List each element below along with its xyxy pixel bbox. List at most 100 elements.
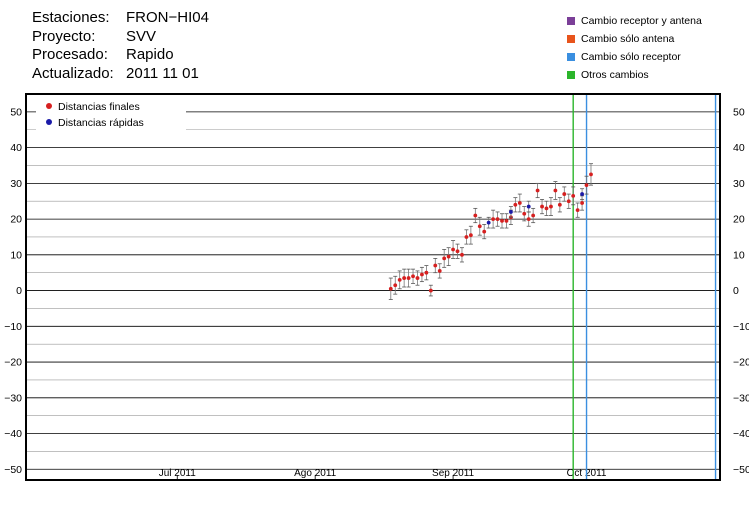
legend-label: Otros cambios (581, 69, 649, 81)
plot-frame (25, 93, 721, 481)
data-point (504, 218, 509, 223)
change-legend-item: Otros cambios (567, 66, 702, 84)
legend-swatch (567, 53, 575, 61)
y-tick-label-left: 20 (10, 214, 22, 226)
processed-value: Rapido (126, 46, 174, 63)
y-tick-label-right: 50 (733, 106, 745, 118)
data-point (580, 201, 584, 205)
data-point (464, 235, 469, 239)
series-legend: Distancias finales Distancias rápidas (36, 98, 186, 132)
x-tick-label: Ago 2011 (294, 468, 337, 479)
data-point (575, 208, 580, 213)
data-point (553, 188, 558, 193)
updated-row: Actualizado: 2011 11 01 (32, 65, 209, 84)
data-point (482, 229, 487, 234)
y-tick-label-right: 30 (733, 178, 745, 190)
data-point (571, 193, 576, 198)
stations-value: FRON−HI04 (126, 9, 209, 26)
data-point (460, 252, 464, 257)
data-point (513, 202, 518, 207)
data-point (424, 270, 429, 275)
y-tick-label-left: −40 (4, 428, 22, 440)
processed-row: Procesado: Rapido (32, 46, 209, 65)
y-tick-label-right: 40 (733, 142, 745, 154)
data-point (526, 217, 531, 221)
stations-label: Estaciones: (32, 9, 110, 26)
legend-swatch (567, 35, 575, 43)
data-point (397, 277, 402, 282)
series-rapid-distances (486, 188, 585, 229)
y-tick-label-right: −50 (733, 464, 749, 476)
legend-label: Cambio receptor y antena (581, 15, 702, 27)
legend-box (36, 98, 186, 132)
y-tick-label-right: 0 (733, 285, 739, 297)
change-legend-item: Cambio sólo antena (567, 30, 702, 48)
data-point (566, 199, 571, 204)
y-tick-label-left: 50 (10, 106, 22, 118)
legend-label: Cambio sólo antena (581, 33, 675, 45)
data-point (522, 211, 527, 216)
data-point (526, 204, 531, 209)
data-point (531, 213, 536, 218)
data-point (477, 224, 482, 229)
series-final-distances (388, 163, 593, 300)
data-point (544, 206, 549, 211)
data-point (468, 233, 473, 238)
data-point (388, 286, 393, 291)
data-point (402, 276, 407, 280)
change-legend-item: Cambio receptor y antena (567, 12, 702, 30)
legend-label: Distancias finales (58, 101, 140, 113)
y-tick-label-left: 10 (10, 249, 22, 261)
data-point (437, 269, 442, 273)
y-tick-label-left: −20 (4, 357, 22, 369)
data-point (535, 188, 540, 193)
data-point (442, 256, 447, 261)
legend-swatch (567, 17, 575, 25)
y-tick-label-left: 0 (16, 285, 22, 297)
data-point (549, 204, 553, 209)
y-tick-label-left: −50 (4, 464, 22, 476)
project-row: Proyecto: SVV (32, 28, 209, 47)
data-point (509, 210, 513, 214)
data-point (415, 276, 420, 280)
data-point (589, 172, 593, 177)
data-point (584, 183, 589, 188)
change-legend-item: Cambio sólo receptor (567, 48, 702, 66)
y-tick-label-left: 40 (10, 142, 22, 154)
updated-value: 2011 11 01 (126, 64, 199, 82)
y-tick-label-right: −20 (733, 357, 749, 369)
legend-label: Cambio sólo receptor (581, 51, 681, 63)
change-legend: Cambio receptor y antena Cambio sólo ant… (567, 12, 702, 84)
x-tick-label: Jul 2011 (159, 468, 197, 479)
y-tick-label-left: −10 (4, 321, 22, 333)
x-tick-label: Sep 2011 (432, 468, 475, 479)
data-point (455, 249, 460, 254)
data-point (446, 254, 451, 259)
data-point (486, 220, 491, 225)
legend-marker (46, 119, 52, 125)
data-point (473, 213, 478, 218)
data-point (562, 192, 567, 196)
y-tick-label-left: 30 (10, 178, 22, 190)
legend-swatch (567, 71, 575, 79)
data-point (451, 247, 455, 252)
data-point (406, 276, 411, 280)
y-tick-label-right: 10 (733, 249, 745, 261)
data-point (517, 201, 522, 205)
y-tick-label-right: −30 (733, 392, 749, 404)
legend-label: Distancias rápidas (58, 117, 144, 129)
legend-marker (46, 103, 52, 109)
y-tick-label-right: −10 (733, 321, 749, 333)
data-point (580, 192, 584, 196)
y-tick-label-right: 20 (733, 214, 745, 226)
stations-row: Estaciones: FRON−HI04 (32, 9, 209, 28)
updated-label: Actualizado: (32, 64, 114, 82)
data-point (540, 204, 544, 209)
data-point (411, 274, 415, 279)
data-point (557, 202, 562, 207)
data-point (428, 288, 433, 293)
y-tick-label-left: −30 (4, 392, 22, 404)
project-label: Proyecto: (32, 27, 96, 45)
data-point (433, 263, 438, 268)
